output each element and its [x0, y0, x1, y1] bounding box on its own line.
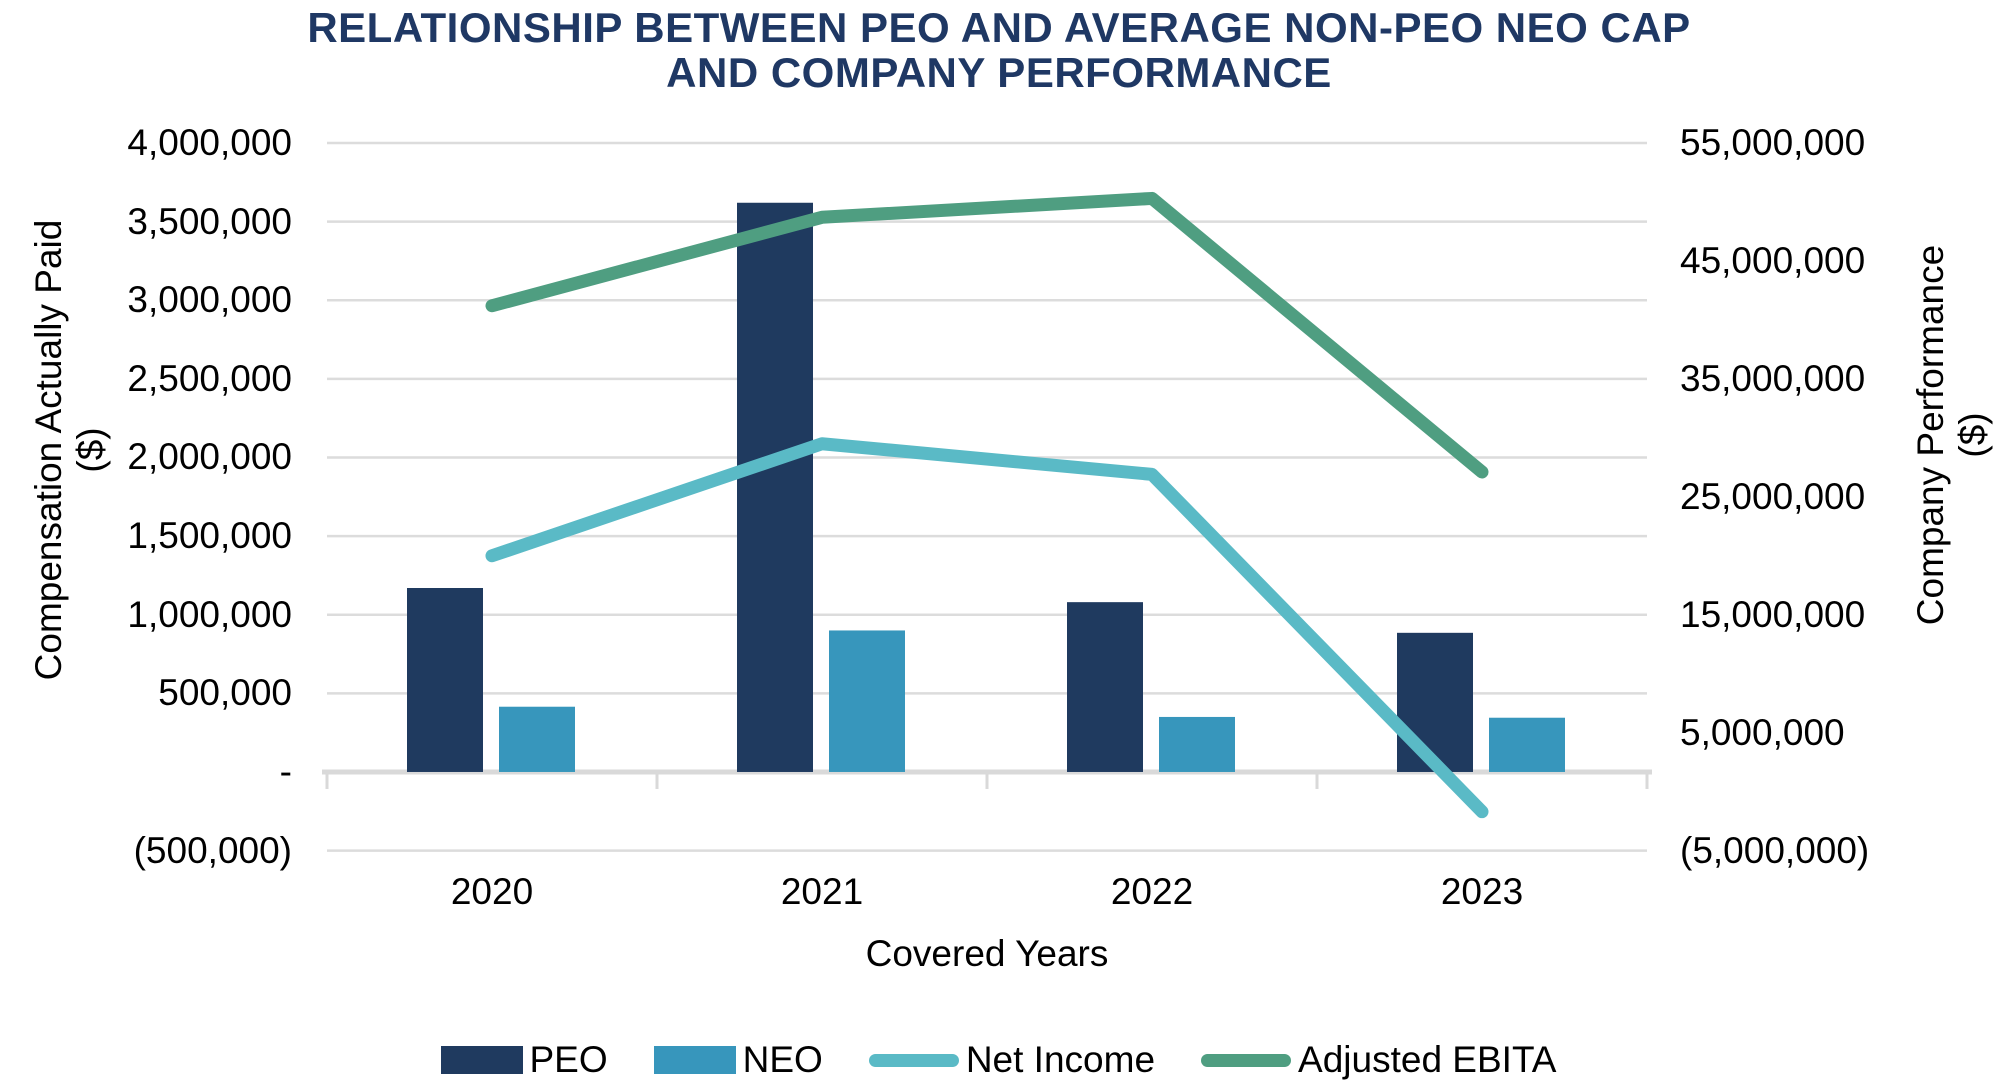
- x-category-label-2022: 2022: [1110, 871, 1194, 912]
- y-right-axis-title: Company Performance ($): [1910, 115, 1994, 755]
- y-left-tick-label: (500,000): [133, 829, 292, 871]
- y-right-tick-label: 35,000,000: [1680, 357, 1866, 399]
- legend-swatch-bar-icon: [440, 1046, 523, 1074]
- x-category-label-2023: 2023: [1440, 871, 1524, 912]
- legend-label: Adjusted EBITA: [1298, 1039, 1557, 1080]
- x-axis-title: Covered Years: [865, 933, 1109, 974]
- legend-item-peo: PEO: [440, 1039, 608, 1080]
- bar-neo-2020: [499, 706, 575, 772]
- chart-title: RELATIONSHIP BETWEEN PEO AND AVERAGE NON…: [299, 5, 1699, 95]
- y-left-tick-label: 3,500,000: [127, 200, 292, 242]
- x-category-label-2020: 2020: [450, 871, 534, 912]
- line-adjusted-ebita: [485, 191, 1489, 479]
- y-right-axis-title-line-1: Company Performance: [1910, 244, 1951, 626]
- y-right-axis-title-line-2: ($): [1952, 412, 1993, 458]
- y-left-tick-label: 2,000,000: [127, 436, 292, 478]
- legend: PEO NEO Net Income Adjusted EBITA: [0, 1040, 1997, 1080]
- y-left-tick-label: 1,500,000: [127, 515, 292, 557]
- bar-neo-2023: [1489, 717, 1565, 772]
- x-category-label-2021: 2021: [780, 871, 864, 912]
- y-right-tick-label: 55,000,000: [1680, 122, 1866, 163]
- y-left-tick-label: 500,000: [158, 672, 292, 714]
- y-left-tick-label: -: [279, 750, 292, 792]
- y-left-tick-label: 3,000,000: [127, 279, 292, 321]
- chart-title-line-1: RELATIONSHIP BETWEEN PEO AND AVERAGE NON…: [307, 4, 1691, 51]
- y-right-tick-label: (5,000,000): [1680, 829, 1870, 871]
- bar-peo-2020: [407, 588, 483, 772]
- y-right-tick-label: 45,000,000: [1680, 239, 1866, 281]
- legend-swatch-line-icon: [868, 1053, 959, 1067]
- bar-neo-2021: [829, 630, 905, 772]
- legend-swatch-line-icon: [1201, 1053, 1292, 1067]
- legend-label: PEO: [529, 1039, 608, 1080]
- line-net-income: [485, 437, 1489, 819]
- y-left-tick-label: 2,500,000: [127, 357, 292, 399]
- y-right-tick-label: 15,000,000: [1680, 593, 1866, 635]
- bar-peo-2021: [737, 202, 813, 772]
- y-left-tick-label: 4,000,000: [127, 122, 292, 163]
- bar-peo-2022: [1067, 602, 1143, 772]
- chart-title-line-2: AND COMPANY PERFORMANCE: [666, 49, 1332, 96]
- y-right-tick-label: 25,000,000: [1680, 475, 1866, 517]
- bar-neo-2022: [1159, 716, 1235, 772]
- bar-peo-2023: [1397, 632, 1473, 772]
- legend-swatch-bar-icon: [653, 1046, 736, 1074]
- legend-label: Net Income: [965, 1039, 1156, 1080]
- legend-item-adjusted-ebita: Adjusted EBITA: [1201, 1040, 1556, 1080]
- y-left-tick-label: 1,000,000: [127, 593, 292, 635]
- legend-item-net-income: Net Income: [868, 1039, 1156, 1080]
- legend-item-neo: NEO: [653, 1039, 823, 1080]
- y-right-tick-label: 5,000,000: [1680, 711, 1845, 753]
- legend-label: NEO: [742, 1039, 823, 1080]
